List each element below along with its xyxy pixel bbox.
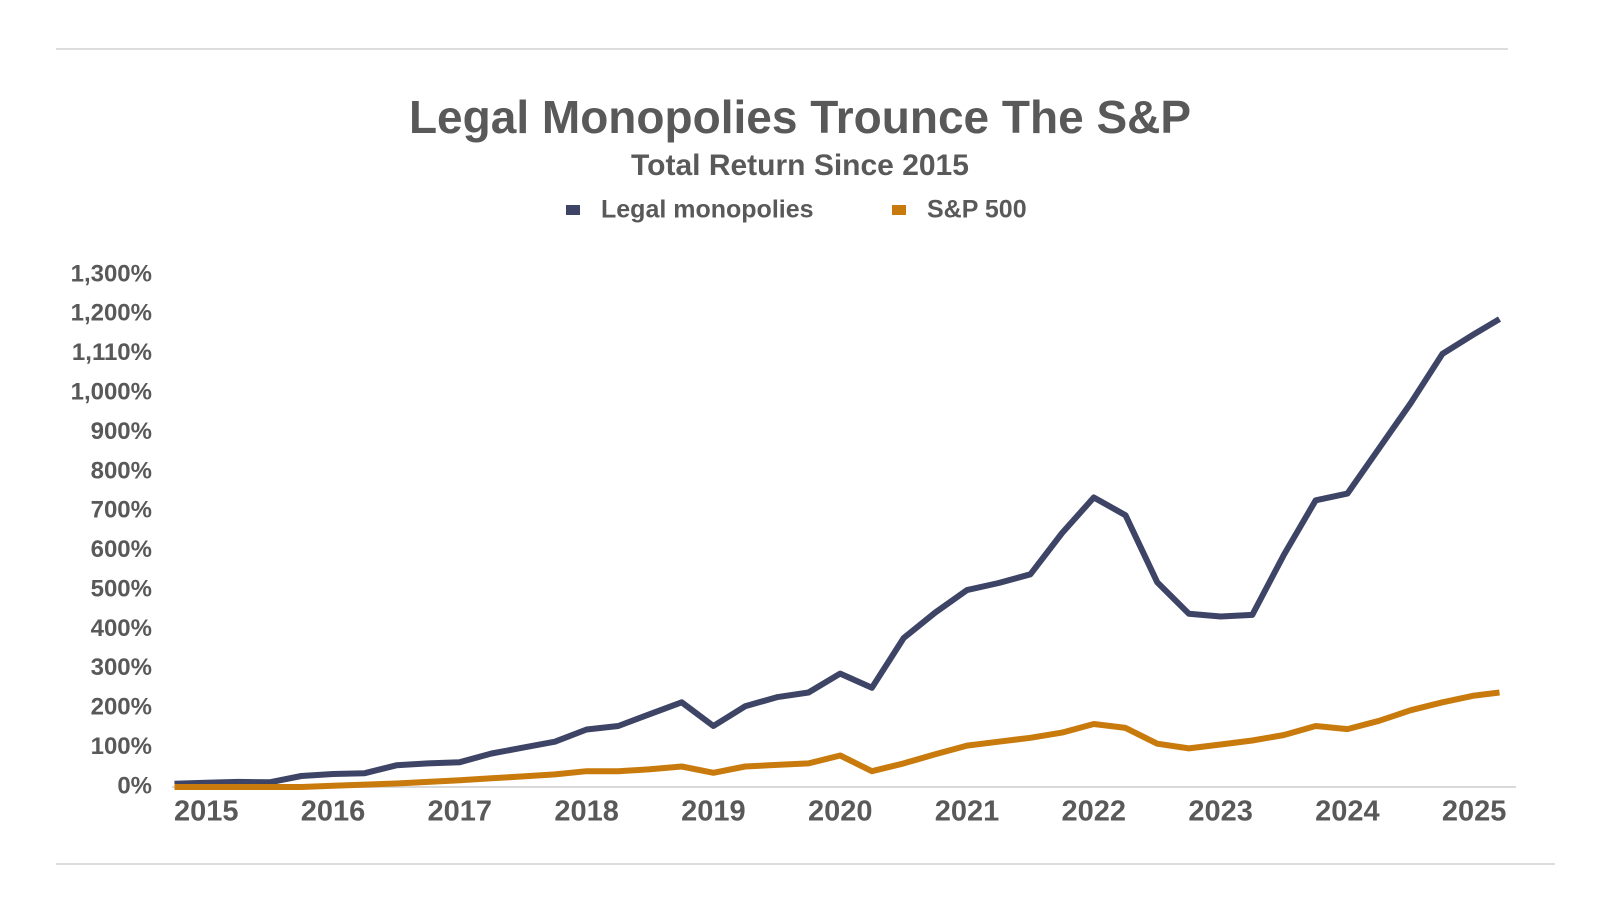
series-line xyxy=(174,316,1502,787)
legend-swatch xyxy=(892,205,906,215)
plot-area: 0% 100% 200% 300% 400% 500% 600% 700% 800% 900% 1,… xyxy=(71,260,1516,828)
legend-swatch xyxy=(566,205,580,215)
chart-title: Legal Monopolies Trounce The S&P xyxy=(409,91,1191,143)
y-tick-label: 700% xyxy=(91,497,152,524)
chart-subtitle: Total Return Since 2015 xyxy=(631,149,969,182)
x-tick-label: 2019 xyxy=(681,796,746,828)
y-tick-label: 1,110% xyxy=(72,339,152,366)
x-tick-label: 2023 xyxy=(1188,796,1253,828)
y-tick-label: 300% xyxy=(91,654,152,681)
y-tick-label: 600% xyxy=(91,536,152,563)
x-tick-label: 2025 xyxy=(1442,796,1507,828)
legend: Legal monopolies S&P 500 xyxy=(566,196,1027,224)
x-tick-label: 2022 xyxy=(1062,796,1127,828)
series-line xyxy=(174,689,1500,790)
y-tick-label: 200% xyxy=(91,694,152,721)
y-tick-label: 1,000% xyxy=(71,378,152,405)
y-tick-label: 1,300% xyxy=(71,260,152,287)
legend-label: Legal monopolies xyxy=(601,196,814,224)
y-tick-label: 800% xyxy=(91,457,152,484)
x-tick-label: 2015 xyxy=(174,796,239,828)
x-tick-label: 2017 xyxy=(428,796,493,828)
x-tick-label: 2020 xyxy=(808,796,873,828)
x-tick-label: 2016 xyxy=(301,796,366,828)
legend-label: S&P 500 xyxy=(927,196,1027,224)
y-tick-label: 0% xyxy=(117,772,152,799)
y-tick-label: 900% xyxy=(91,418,152,445)
x-tick-label: 2024 xyxy=(1315,796,1380,828)
x-tick-label: 2021 xyxy=(935,796,1000,828)
y-tick-label: 100% xyxy=(91,733,152,760)
y-tick-label: 1,200% xyxy=(71,300,152,327)
y-tick-label: 500% xyxy=(91,575,152,602)
y-tick-label: 400% xyxy=(91,615,152,642)
x-tick-label: 2018 xyxy=(554,796,619,828)
